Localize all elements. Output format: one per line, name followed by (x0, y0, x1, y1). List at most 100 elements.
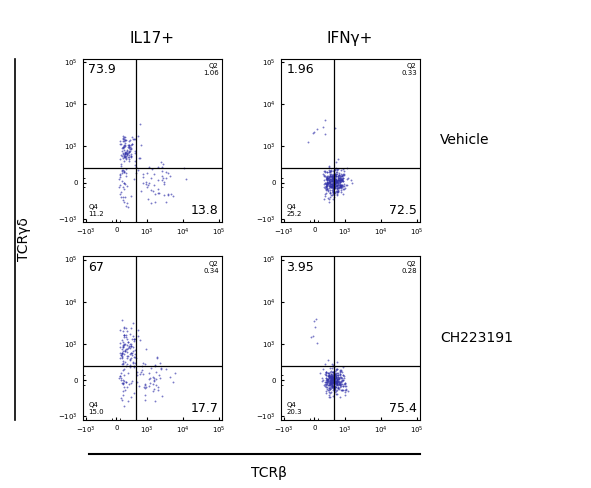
Point (326, 378, 335, 386)
Point (181, 175, 190, 183)
Point (329, 382, 338, 389)
Point (330, 374, 339, 382)
Point (338, 174, 348, 182)
Point (330, 175, 340, 183)
Point (118, 166, 128, 174)
Point (116, 326, 125, 334)
Point (325, 364, 335, 372)
Point (330, 173, 339, 181)
Point (118, 345, 127, 353)
Point (324, 377, 333, 385)
Point (326, 191, 336, 199)
Point (324, 372, 334, 380)
Point (303, 138, 313, 145)
Point (333, 177, 342, 184)
Point (322, 378, 331, 386)
Point (325, 381, 335, 388)
Point (118, 379, 128, 387)
Text: 1.96: 1.96 (286, 63, 314, 77)
Point (121, 149, 131, 157)
Point (120, 331, 129, 339)
Point (326, 180, 336, 187)
Point (330, 383, 339, 390)
Point (126, 152, 136, 160)
Point (323, 195, 333, 203)
Point (330, 173, 339, 181)
Point (124, 142, 133, 149)
Point (328, 186, 337, 194)
Point (150, 198, 160, 206)
Point (154, 189, 164, 197)
Point (142, 383, 151, 391)
Point (328, 177, 337, 184)
Point (339, 182, 349, 190)
Point (342, 181, 352, 188)
Point (327, 178, 337, 185)
Point (326, 173, 336, 181)
Point (329, 181, 338, 189)
Point (327, 364, 337, 372)
Point (329, 173, 338, 181)
Point (328, 174, 337, 182)
Point (318, 170, 327, 178)
Point (332, 376, 342, 384)
Point (330, 374, 339, 382)
Point (123, 354, 132, 362)
Point (326, 379, 336, 386)
Point (336, 181, 346, 189)
Point (156, 158, 165, 166)
Point (320, 172, 330, 180)
Point (338, 175, 348, 183)
Point (328, 170, 337, 178)
Point (324, 175, 333, 183)
Point (323, 168, 332, 176)
Point (329, 176, 338, 183)
Point (338, 363, 348, 370)
Point (312, 340, 322, 347)
Point (327, 172, 337, 180)
Point (121, 333, 131, 341)
Point (327, 172, 337, 180)
Point (130, 161, 139, 169)
Point (327, 170, 336, 178)
Point (335, 176, 344, 183)
Point (328, 377, 337, 385)
Point (330, 170, 339, 178)
Point (120, 149, 129, 157)
Point (307, 333, 316, 341)
Point (331, 386, 340, 393)
Point (321, 185, 330, 193)
Text: TCRβ: TCRβ (251, 466, 287, 480)
Point (138, 170, 148, 178)
Point (334, 183, 343, 191)
Point (337, 172, 347, 180)
Point (330, 371, 339, 379)
Point (125, 148, 134, 156)
Point (336, 370, 345, 378)
Point (328, 376, 337, 384)
Point (324, 385, 334, 392)
Point (118, 357, 128, 365)
Point (309, 317, 319, 325)
Point (329, 183, 338, 190)
Point (327, 377, 337, 385)
Point (156, 365, 165, 372)
Point (330, 172, 340, 180)
Point (326, 183, 336, 191)
Point (118, 347, 128, 355)
Point (116, 155, 125, 163)
Point (335, 176, 345, 183)
Point (159, 181, 168, 188)
Point (153, 386, 163, 394)
Point (324, 377, 334, 385)
Point (330, 385, 339, 393)
Point (323, 376, 332, 384)
Point (329, 184, 338, 192)
Point (327, 388, 336, 396)
Point (329, 372, 339, 380)
Point (311, 315, 320, 323)
Point (322, 374, 331, 382)
Point (327, 383, 337, 390)
Point (335, 182, 345, 190)
Point (122, 383, 132, 391)
